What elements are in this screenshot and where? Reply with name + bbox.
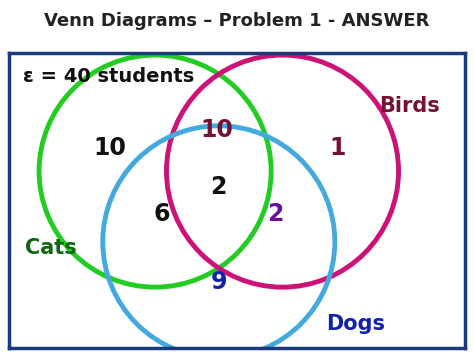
Text: 10: 10 bbox=[200, 118, 233, 142]
Text: 9: 9 bbox=[210, 269, 227, 294]
Text: Cats: Cats bbox=[25, 238, 76, 258]
Text: 6: 6 bbox=[154, 202, 170, 226]
Text: 10: 10 bbox=[93, 136, 126, 159]
Text: Dogs: Dogs bbox=[326, 314, 385, 334]
Text: Venn Diagrams – Problem 1 - ANSWER: Venn Diagrams – Problem 1 - ANSWER bbox=[44, 12, 430, 31]
Text: ε = 40 students: ε = 40 students bbox=[23, 66, 194, 86]
Text: 1: 1 bbox=[329, 136, 345, 159]
Text: 2: 2 bbox=[267, 202, 284, 226]
Text: Birds: Birds bbox=[380, 96, 440, 116]
Text: 2: 2 bbox=[210, 175, 227, 199]
